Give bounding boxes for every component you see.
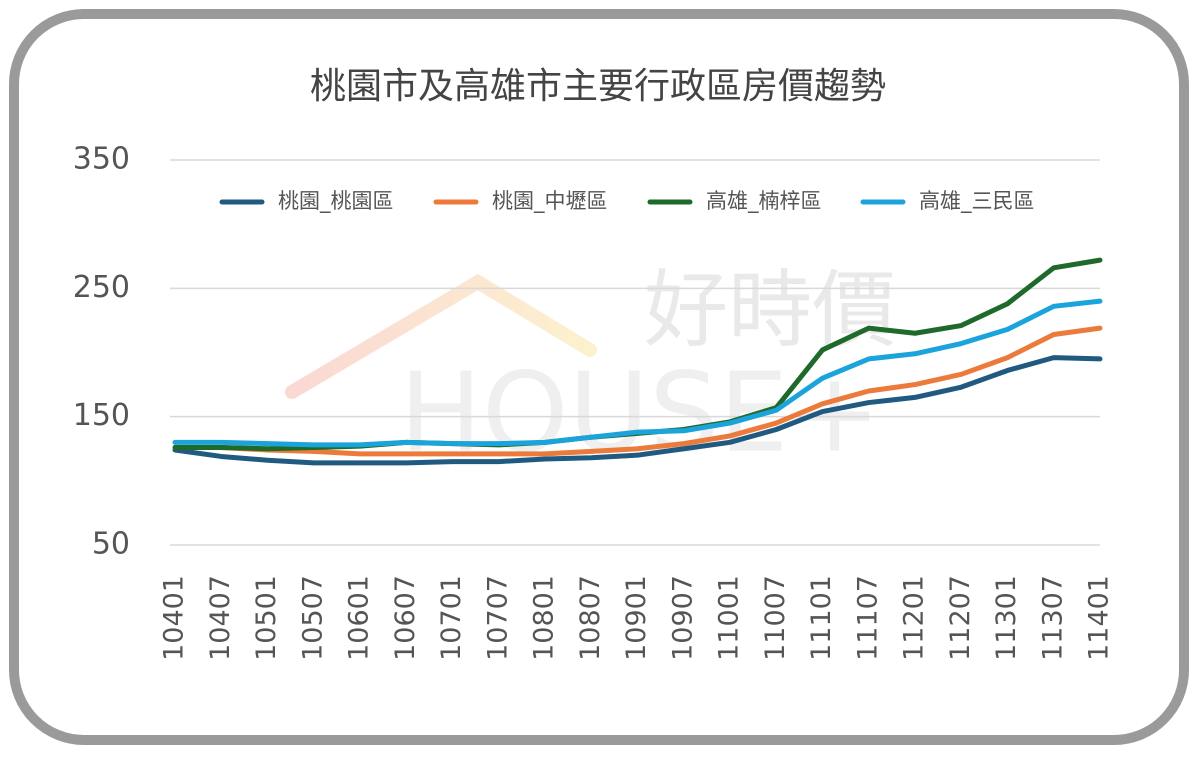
x-tick-label: 10701 [436,575,467,661]
x-tick-label: 11001 [714,575,745,661]
y-tick-label: 250 [73,270,130,305]
frame [9,9,1189,745]
x-tick-label: 10407 [205,575,236,661]
series-line [172,298,1103,448]
x-tick-label: 10801 [529,575,560,661]
x-tick-label: 10607 [390,575,421,661]
x-tick-label: 10907 [667,575,698,661]
x-tick-label: 11401 [1084,575,1115,661]
x-tick-label: 10501 [251,575,282,661]
watermark-roof [285,273,597,399]
y-tick-label: 350 [73,142,130,177]
y-tick-label: 50 [92,527,130,562]
legend-label: 高雄_三民區 [919,189,1035,214]
x-tick-label: 11007 [760,575,791,661]
x-tick-label: 11307 [1037,575,1068,661]
x-tick-label: 11301 [991,575,1022,661]
series-line [172,355,1103,466]
x-tick-label: 11107 [852,575,883,661]
legend-label: 桃園_中壢區 [492,189,608,214]
y-tick-label: 150 [73,398,130,433]
x-tick-label: 11101 [806,575,837,661]
x-tick-label: 11207 [945,575,976,661]
x-tick-label: 10401 [159,575,190,661]
x-tick-label: 10507 [297,575,328,661]
x-tick-label: 10901 [621,575,652,661]
chart-title: 桃園市及高雄市主要行政區房價趨勢 [310,66,886,107]
legend-label: 高雄_楠梓區 [706,189,822,214]
x-tick-label: 11201 [899,575,930,661]
legend-label: 桃園_桃園區 [278,189,394,214]
watermark-text: 好時價 [644,261,896,359]
x-tick-label: 10807 [575,575,606,661]
series-line [172,325,1103,457]
x-tick-label: 10601 [344,575,375,661]
x-tick-label: 10707 [482,575,513,661]
